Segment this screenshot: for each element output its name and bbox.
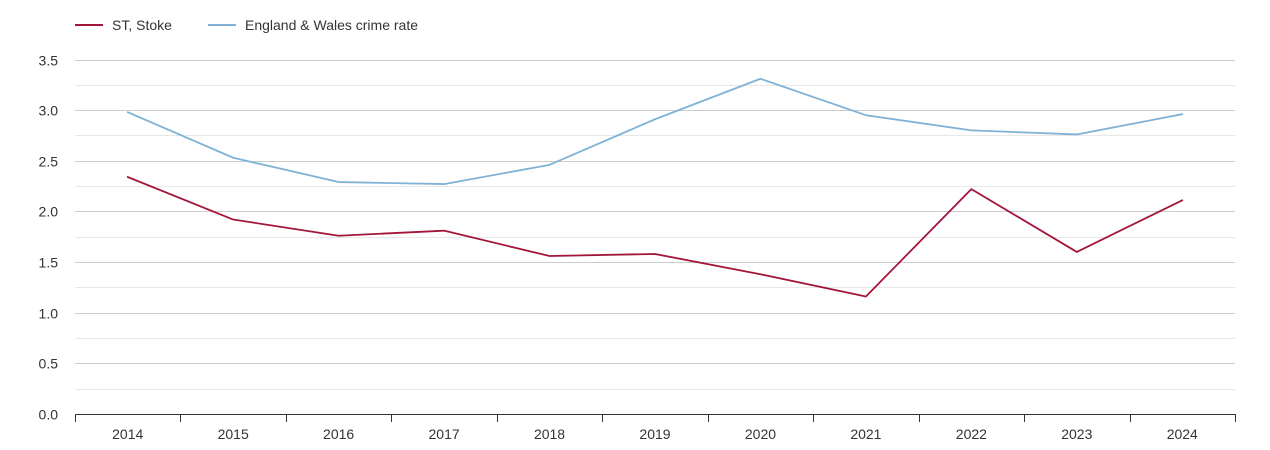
data-point-england-wales-crime-rate[interactable]: [1073, 130, 1081, 138]
series-layer: [124, 75, 1186, 301]
x-tick-label: 2022: [956, 426, 987, 442]
series-line-st-stoke[interactable]: [126, 176, 1184, 298]
y-tick-label: 1.0: [39, 306, 59, 322]
data-point-st-stoke[interactable]: [862, 293, 870, 301]
y-tick-label: 1.5: [39, 255, 59, 271]
data-point-st-stoke[interactable]: [1178, 196, 1186, 204]
data-point-england-wales-crime-rate[interactable]: [335, 178, 343, 186]
y-tick-label: 3.5: [39, 53, 59, 69]
data-point-st-stoke[interactable]: [335, 232, 343, 240]
x-tick-label: 2017: [429, 426, 460, 442]
data-point-england-wales-crime-rate[interactable]: [440, 180, 448, 188]
grid: [75, 60, 1235, 390]
legend-label-st-stoke: ST, Stoke: [112, 17, 172, 33]
x-tick-label: 2019: [639, 426, 670, 442]
y-tick-label: 2.5: [39, 154, 59, 170]
data-point-england-wales-crime-rate[interactable]: [651, 115, 659, 123]
data-point-st-stoke[interactable]: [651, 250, 659, 258]
y-tick-label: 3.0: [39, 103, 59, 119]
data-point-st-stoke[interactable]: [229, 216, 237, 224]
data-point-st-stoke[interactable]: [1073, 248, 1081, 256]
data-point-st-stoke[interactable]: [124, 173, 132, 181]
data-point-st-stoke[interactable]: [967, 185, 975, 193]
data-point-st-stoke[interactable]: [756, 270, 764, 278]
y-tick-label: 0.0: [39, 407, 59, 423]
y-axis: 0.0 0.5 1.0 1.5 2.0 2.5 3.0 3.5: [39, 53, 59, 423]
x-tick-label: 2014: [112, 426, 143, 442]
x-axis: 2014 2015 2016 2017 2018 2019 2020 2021 2022 2023…: [75, 414, 1236, 442]
y-tick-label: 2.0: [39, 204, 59, 220]
x-tick-label: 2016: [323, 426, 354, 442]
x-tick-label: 2024: [1167, 426, 1198, 442]
data-point-england-wales-crime-rate[interactable]: [967, 126, 975, 134]
legend-item-england-wales[interactable]: England & Wales crime rate: [208, 17, 418, 33]
data-point-england-wales-crime-rate[interactable]: [756, 75, 764, 83]
legend: ST, Stoke England & Wales crime rate: [75, 17, 418, 33]
data-point-england-wales-crime-rate[interactable]: [546, 161, 554, 169]
x-tick-label: 2018: [534, 426, 565, 442]
data-point-england-wales-crime-rate[interactable]: [229, 154, 237, 162]
data-point-st-stoke[interactable]: [440, 227, 448, 235]
x-tick-label: 2020: [745, 426, 776, 442]
legend-label-england-wales: England & Wales crime rate: [245, 17, 418, 33]
y-tick-label: 0.5: [39, 356, 59, 372]
data-point-st-stoke[interactable]: [546, 252, 554, 260]
x-tick-label: 2015: [218, 426, 249, 442]
x-tick-label: 2021: [850, 426, 881, 442]
legend-item-st-stoke[interactable]: ST, Stoke: [75, 17, 172, 33]
data-point-england-wales-crime-rate[interactable]: [862, 111, 870, 119]
x-tick-label: 2023: [1061, 426, 1092, 442]
data-point-england-wales-crime-rate[interactable]: [124, 108, 132, 116]
data-point-england-wales-crime-rate[interactable]: [1178, 110, 1186, 118]
series-line-england-wales-crime-rate[interactable]: [126, 77, 1184, 185]
